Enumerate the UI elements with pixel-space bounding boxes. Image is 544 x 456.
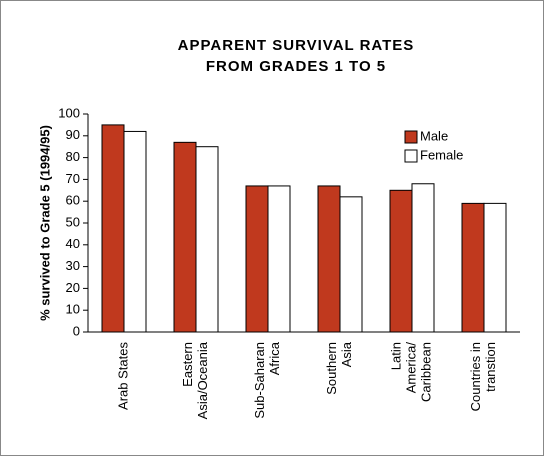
y-tick-label: 10 (66, 302, 80, 317)
chart-title: FROM GRADES 1 TO 5 (206, 58, 386, 75)
y-tick-label: 60 (66, 193, 80, 208)
x-tick-label: Africa (267, 341, 282, 375)
x-tick-label: Eastern (180, 342, 195, 387)
y-tick-label: 0 (73, 323, 80, 338)
y-tick-label: 50 (66, 214, 80, 229)
y-tick-label: 20 (66, 280, 80, 295)
x-tick-label: Latin (388, 342, 403, 370)
bar (411, 183, 435, 333)
bar (195, 146, 219, 333)
x-tick-label: Caribbean (418, 342, 433, 402)
bar (339, 196, 363, 333)
y-tick-label: 40 (66, 236, 80, 251)
bar (245, 185, 269, 333)
bar (267, 185, 291, 333)
bar (461, 202, 485, 333)
y-tick-label: 80 (66, 149, 80, 164)
y-tick-label: 100 (58, 105, 80, 120)
x-tick-label: Asia/Oceania (195, 341, 210, 419)
bar (483, 202, 507, 333)
bar (123, 130, 147, 333)
x-tick-label: Sub-Saharan (252, 342, 267, 419)
legend-label: Male (420, 128, 448, 143)
legend-swatch (404, 130, 418, 144)
y-axis-label: % survived to Grade 5 (1994/95) (37, 125, 52, 321)
chart-title: APPARENT SURVIVAL RATES (178, 37, 415, 54)
legend-label: Female (420, 147, 463, 162)
y-tick-label: 30 (66, 258, 80, 273)
y-tick-label: 90 (66, 127, 80, 142)
x-tick-label: Countries in (468, 342, 483, 411)
x-tick-label: Southern (324, 342, 339, 395)
legend-swatch (404, 149, 418, 163)
bar (317, 185, 341, 333)
bar (389, 189, 413, 333)
x-tick-label: transtion (483, 342, 498, 392)
x-tick-label: Arab States (115, 342, 130, 410)
bar (101, 124, 125, 333)
y-tick-label: 70 (66, 171, 80, 186)
x-tick-label: America/ (403, 342, 418, 394)
bar (173, 141, 197, 333)
x-tick-label: Asia (339, 341, 354, 367)
